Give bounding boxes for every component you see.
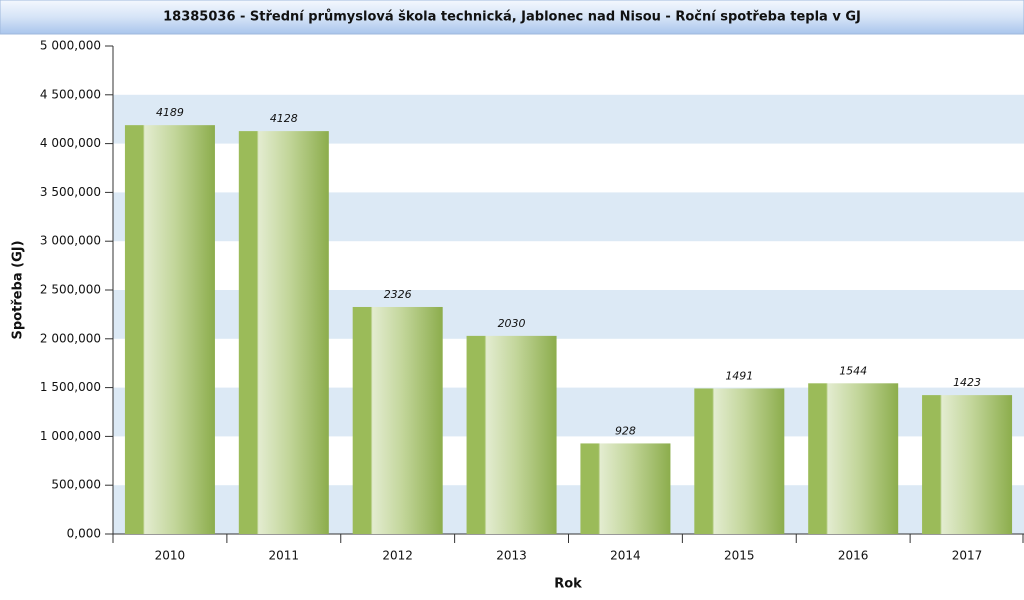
y-tick-label: 1 000,000	[40, 429, 101, 443]
y-tick-label: 1 500,000	[40, 380, 101, 394]
x-tick-label: 2011	[269, 549, 300, 563]
x-tick-label: 2017	[952, 549, 983, 563]
value-label: 2030	[498, 317, 526, 330]
value-label: 4128	[270, 112, 298, 125]
x-tick-label: 2015	[724, 549, 755, 563]
y-tick-label: 3 500,000	[40, 185, 101, 199]
value-label: 1491	[725, 369, 753, 382]
x-tick-label: 2012	[382, 549, 413, 563]
y-tick-label: 4 500,000	[40, 87, 101, 101]
y-tick-label: 2 000,000	[40, 331, 101, 345]
x-axis-title: Rok	[554, 577, 582, 592]
bar	[238, 131, 329, 535]
value-label: 1423	[953, 376, 981, 389]
x-tick-label: 2013	[496, 549, 527, 563]
plot-area: 0,000 500,000 1 000,000 1 500,000 2 000,000 2…	[40, 39, 1024, 563]
bar	[580, 443, 671, 534]
value-label: 1544	[839, 364, 867, 377]
bar	[694, 388, 785, 534]
value-label: 2326	[384, 288, 412, 301]
x-tick-label: 2016	[838, 549, 869, 563]
y-tick-label: 3 000,000	[40, 234, 101, 248]
y-tick-label: 500,000	[51, 478, 101, 492]
value-label: 4189	[156, 106, 184, 119]
bar	[124, 125, 215, 535]
y-tick-label: 5 000,000	[40, 39, 101, 53]
title-bar	[0, 0, 1024, 35]
bar	[352, 306, 443, 534]
y-tick-label: 2 500,000	[40, 283, 101, 297]
x-tick-label: 2010	[155, 549, 186, 563]
bar	[808, 383, 899, 534]
chart-title: 18385036 - Střední průmyslová škola tech…	[163, 10, 861, 25]
x-tick-label: 2014	[610, 549, 641, 563]
bar	[466, 335, 557, 534]
y-tick-label: 4 000,000	[40, 136, 101, 150]
y-axis-title: Spotřeba (GJ)	[11, 240, 26, 339]
value-label: 928	[615, 424, 636, 437]
bar	[922, 395, 1013, 534]
y-tick-label: 0,000	[67, 527, 101, 541]
